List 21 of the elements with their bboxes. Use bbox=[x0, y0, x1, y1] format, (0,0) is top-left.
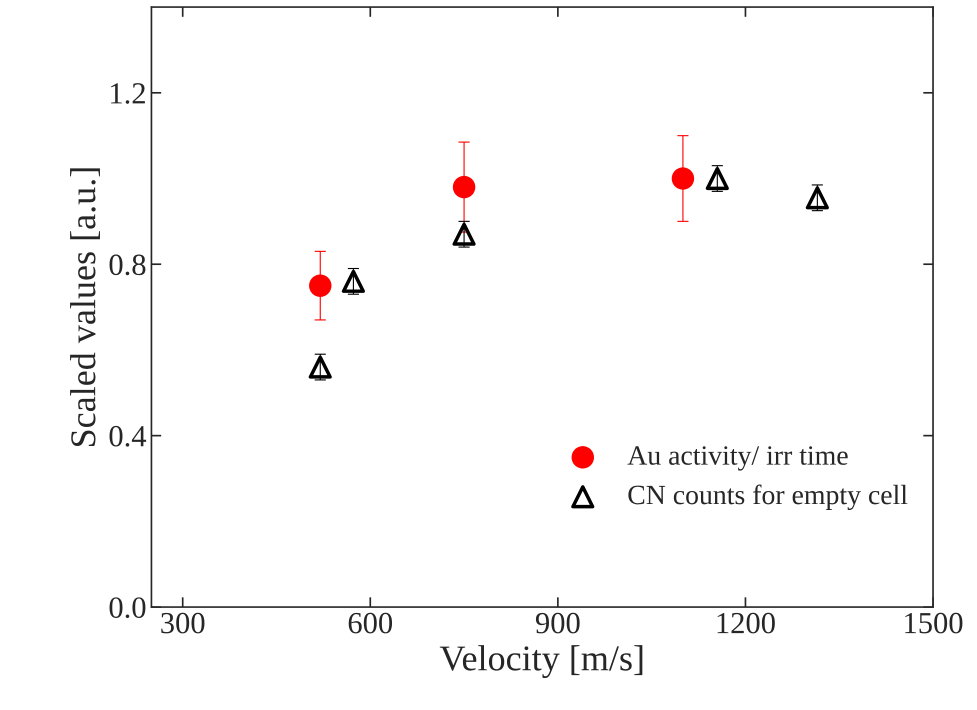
x-tick-label: 300 bbox=[161, 612, 204, 634]
y-tick-label: 1.2 bbox=[111, 83, 145, 104]
y-axis-title: Scaled values [a.u.] bbox=[70, 168, 100, 446]
point bbox=[308, 356, 332, 379]
point bbox=[452, 222, 476, 246]
y-tick-label: 0.8 bbox=[110, 254, 146, 276]
point bbox=[452, 176, 476, 198]
point bbox=[342, 270, 365, 293]
legend-label: Au activity/ irr time bbox=[628, 446, 848, 471]
x-axis-title: Velocity [m/s] bbox=[440, 645, 642, 678]
point bbox=[806, 186, 829, 210]
x-tick-label: 900 bbox=[536, 612, 580, 634]
x-tick-label: 600 bbox=[348, 612, 392, 634]
y-tick-label: 0.0 bbox=[110, 597, 146, 618]
point bbox=[706, 166, 729, 190]
legend-label: CN counts for empty cell bbox=[628, 484, 908, 510]
point bbox=[672, 167, 694, 190]
y-tick-label: 0.4 bbox=[110, 426, 146, 447]
x-tick-label: 1200 bbox=[718, 612, 775, 634]
x-tick-label: 1500 bbox=[905, 612, 962, 634]
point bbox=[309, 274, 332, 297]
